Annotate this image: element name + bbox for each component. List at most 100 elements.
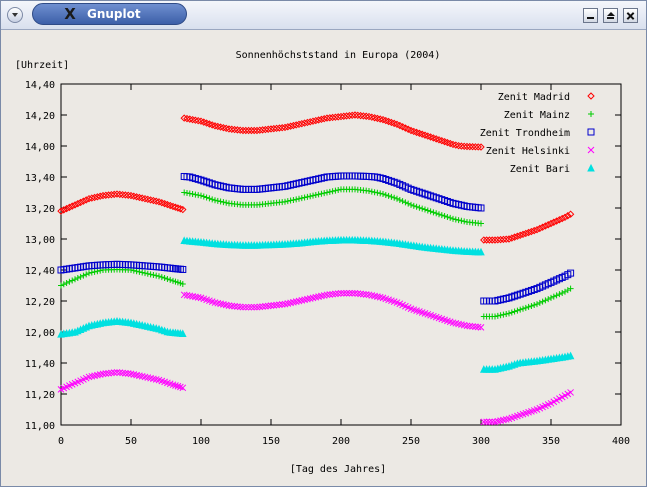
data-point: [144, 270, 151, 277]
data-point: [471, 143, 480, 151]
data-point: [422, 206, 428, 213]
data-point: [239, 126, 247, 135]
data-point: [362, 112, 370, 120]
data-point: [519, 230, 527, 239]
data-point: [228, 302, 236, 310]
data-point: [544, 221, 552, 229]
data-point: [410, 202, 417, 209]
data-point: [405, 200, 412, 207]
data-point: [258, 126, 267, 134]
axis-ticks: 0 50 100 150 200 250 300 350 400 11,00 11,20 11,40 1…: [25, 80, 630, 447]
legend-label: Zenit Bari: [510, 164, 570, 175]
data-point: [371, 189, 378, 196]
data-point: [198, 192, 204, 199]
data-point: [99, 191, 107, 200]
close-icon[interactable]: [623, 8, 638, 23]
data-point: [247, 126, 256, 135]
data-point: [500, 311, 507, 318]
data-point: [176, 383, 184, 391]
data-point: [441, 213, 448, 220]
data-point: [508, 309, 515, 316]
data-point: [348, 289, 356, 297]
data-point: [564, 287, 571, 294]
data-point: [321, 190, 328, 197]
data-point: [312, 191, 319, 198]
data-point: [351, 289, 359, 297]
title-bar[interactable]: X Gnuplot: [1, 1, 646, 30]
y-tick-label: 12,20: [25, 297, 55, 308]
data-point: [436, 211, 442, 218]
data-point: [561, 213, 569, 222]
data-point: [99, 370, 107, 378]
data-point: [514, 307, 521, 314]
data-point: [536, 299, 543, 306]
data-point: [225, 125, 233, 133]
data-point: [278, 301, 286, 308]
data-point: [522, 304, 529, 311]
chevron-down-icon[interactable]: [7, 7, 23, 23]
data-point: [214, 197, 221, 204]
data-point: [382, 116, 390, 125]
data-point: [412, 128, 421, 137]
data-point: [432, 135, 440, 143]
data-point: [435, 136, 443, 144]
y-tick-label: 11,00: [25, 421, 55, 432]
series-3: [57, 289, 574, 426]
data-point: [77, 273, 84, 280]
data-point: [309, 117, 317, 125]
data-point: [503, 311, 510, 318]
data-point: [66, 278, 73, 285]
data-point: [438, 212, 445, 219]
data-point: [388, 193, 395, 200]
data-point: [427, 208, 434, 215]
data-point: [446, 139, 454, 148]
data-point: [178, 329, 187, 338]
data-point: [553, 292, 560, 299]
data-point: [534, 301, 540, 308]
data-point: [454, 141, 463, 150]
data-point: [394, 195, 400, 202]
data-point: [536, 224, 544, 233]
data-point: [74, 199, 82, 208]
data-point: [124, 370, 132, 377]
data-point: [317, 115, 326, 124]
data-point: [433, 210, 440, 217]
legend-marker: [587, 163, 595, 172]
data-point: [348, 111, 356, 120]
data-point: [153, 272, 160, 279]
data-point: [447, 214, 454, 221]
data-point: [282, 198, 288, 205]
data-point: [552, 217, 561, 225]
data-point: [82, 196, 90, 204]
window-title-pill[interactable]: X Gnuplot: [32, 3, 187, 25]
data-point: [203, 194, 210, 201]
data-point: [192, 191, 199, 198]
data-point: [566, 351, 575, 360]
data-point: [354, 111, 362, 120]
data-point: [90, 193, 99, 202]
legend-marker: [587, 128, 595, 136]
data-point: [380, 191, 386, 198]
data-point: [147, 271, 154, 278]
y-tick-label: 11,40: [25, 359, 55, 370]
data-point: [113, 190, 121, 198]
data-point: [354, 290, 362, 297]
data-point: [91, 268, 98, 275]
data-point: [264, 125, 272, 133]
data-point: [93, 193, 102, 201]
data-point: [267, 302, 275, 310]
minimize-icon[interactable]: [583, 8, 598, 23]
data-point: [457, 142, 466, 150]
data-point: [158, 199, 166, 207]
data-point: [567, 269, 575, 277]
data-point: [463, 322, 471, 330]
y-tick-label: 13,40: [25, 173, 55, 184]
data-point: [334, 113, 342, 121]
maximize-icon[interactable]: [603, 8, 618, 23]
data-point: [102, 191, 110, 199]
data-point: [506, 310, 512, 317]
data-point: [236, 303, 244, 311]
data-point: [304, 193, 311, 200]
data-point: [477, 204, 485, 212]
